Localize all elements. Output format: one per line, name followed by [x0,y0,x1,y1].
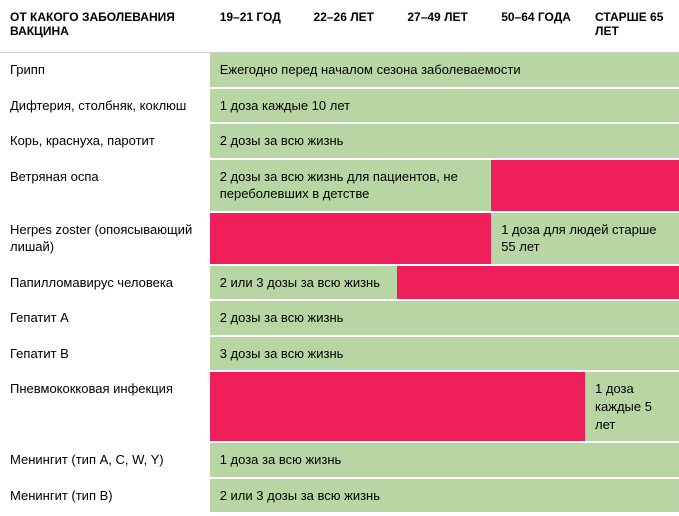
vaccine-name: Гепатит В [0,336,210,372]
schedule-cell: 2 или 3 дозы за всю жизнь [210,478,679,514]
schedule-cell: 1 доза для людей старше 55 лет [491,212,679,265]
schedule-cell: 2 дозы за всю жизнь для пациентов, не пе… [210,159,491,212]
header-age-0: 19–21 ГОД [210,0,304,53]
schedule-cell: 1 доза каждые 10 лет [210,88,679,124]
header-row: ОТ КАКОГО ЗАБОЛЕВАНИЯ ВАКЦИНА 19–21 ГОД … [0,0,679,53]
row-varicella: Ветряная оспа 2 дозы за всю жизнь для па… [0,159,679,212]
vaccine-name: Грипп [0,53,210,88]
row-flu: Грипп Ежегодно перед началом сезона забо… [0,53,679,88]
row-mening-acwy: Менингит (тип A, C, W, Y) 1 доза за всю … [0,442,679,478]
vaccine-name: Herpes zoster (опоясывающий лишай) [0,212,210,265]
vaccine-name: Гепатит А [0,300,210,336]
row-dtp: Дифтерия, столбняк, коклюш 1 доза каждые… [0,88,679,124]
row-mmr: Корь, краснуха, паротит 2 дозы за всю жи… [0,123,679,159]
schedule-cell: 2 или 3 дозы за всю жизнь [210,265,398,301]
header-age-4: СТАРШЕ 65 ЛЕТ [585,0,679,53]
schedule-cell [210,371,585,442]
vaccine-name: Менингит (тип В) [0,478,210,514]
header-age-3: 50–64 ГОДА [491,0,585,53]
row-pneum: Пневмококковая инфекция 1 доза каждые 5 … [0,371,679,442]
schedule-cell [210,212,491,265]
header-vaccine: ОТ КАКОГО ЗАБОЛЕВАНИЯ ВАКЦИНА [0,0,210,53]
row-mening-b: Менингит (тип В) 2 или 3 дозы за всю жиз… [0,478,679,514]
header-age-2: 27–49 ЛЕТ [397,0,491,53]
schedule-cell: Ежегодно перед началом сезона заболеваем… [210,53,679,88]
schedule-cell [491,159,679,212]
schedule-cell: 2 дозы за всю жизнь [210,300,679,336]
row-hpv: Папилломавирус человека 2 или 3 дозы за … [0,265,679,301]
vaccine-name: Ветряная оспа [0,159,210,212]
vaccine-name: Пневмококковая инфекция [0,371,210,442]
schedule-cell: 1 доза каждые 5 лет [585,371,679,442]
schedule-cell: 2 дозы за всю жизнь [210,123,679,159]
vaccine-name: Менингит (тип A, C, W, Y) [0,442,210,478]
header-age-1: 22–26 ЛЕТ [304,0,398,53]
vaccine-name: Корь, краснуха, паротит [0,123,210,159]
row-hepb: Гепатит В 3 дозы за всю жизнь [0,336,679,372]
vaccine-name: Дифтерия, столбняк, коклюш [0,88,210,124]
vaccine-schedule-table: ОТ КАКОГО ЗАБОЛЕВАНИЯ ВАКЦИНА 19–21 ГОД … [0,0,679,514]
schedule-cell: 3 дозы за всю жизнь [210,336,679,372]
row-herpes: Herpes zoster (опоясывающий лишай) 1 доз… [0,212,679,265]
row-hepa: Гепатит А 2 дозы за всю жизнь [0,300,679,336]
vaccine-name: Папилломавирус человека [0,265,210,301]
schedule-cell [397,265,679,301]
schedule-cell: 1 доза за всю жизнь [210,442,679,478]
